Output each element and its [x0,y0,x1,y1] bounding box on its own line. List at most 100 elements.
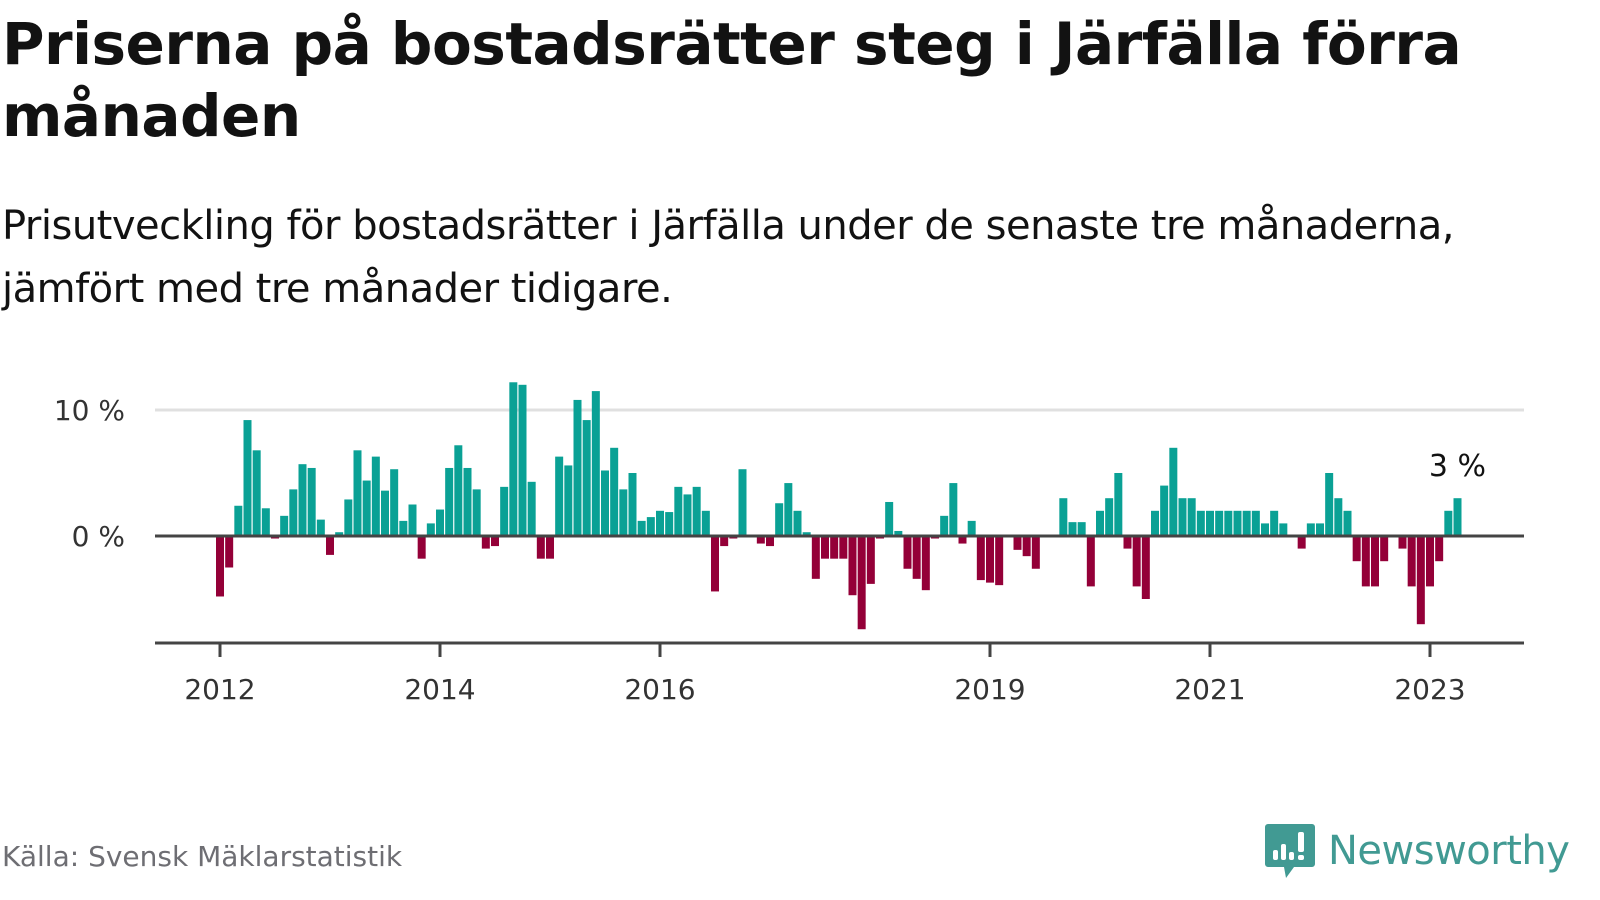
bar [1187,498,1196,536]
bar [967,520,976,536]
bar [1022,536,1031,557]
bar [646,517,655,536]
bar [1453,498,1462,536]
bar [399,520,408,536]
bar [775,503,784,536]
bar [216,536,224,597]
bar [958,536,967,544]
bar [1068,522,1077,536]
bar [1334,498,1343,536]
bar [921,536,930,591]
bar [225,536,234,568]
bar [1160,485,1169,536]
bar [280,515,289,536]
bar [1444,510,1453,536]
bar [940,515,949,536]
bar [1251,510,1260,536]
bar [591,391,600,536]
bar [784,483,793,536]
bar [1261,523,1269,536]
bar [711,536,719,592]
bar [1077,522,1086,536]
bar [1426,536,1434,587]
bar [1031,536,1040,569]
bar [976,536,985,581]
bar [674,486,683,536]
bar [316,519,325,536]
bar [601,470,609,536]
bar [1279,523,1288,536]
bar [619,489,628,536]
bar [500,486,509,536]
bar [426,523,435,536]
bar [390,469,399,536]
chart-title: Priserna på bostadsrätter steg i Järfäll… [2,10,1462,150]
bar [894,530,903,536]
labels: 0 % 10 % 2012 2014 2016 2019 2021 2023 3 % [54,394,1486,706]
bar [353,450,362,536]
bar [610,447,619,536]
x-tick-label: 2012 [184,673,255,706]
bar [738,469,747,536]
x-tick-label: 2021 [1174,673,1245,706]
axes [155,534,1524,657]
bars [216,382,1462,630]
bar [1297,536,1306,549]
bar [1105,498,1114,536]
bar [344,499,353,536]
bar [326,536,334,555]
bar [234,505,243,536]
bar [1435,536,1444,562]
bar [793,510,802,536]
bar [1123,536,1132,549]
x-tick-label: 2014 [404,673,475,706]
bar [564,465,573,536]
bar [445,467,454,536]
bar [912,536,921,579]
bar [848,536,857,596]
bar [573,399,582,536]
bar [1270,510,1279,536]
bar [1306,523,1315,536]
bar [830,536,839,559]
bar [811,536,820,579]
bar [1407,536,1416,587]
bar [1380,536,1389,562]
bar [472,489,481,536]
bar [527,481,536,536]
bar [866,536,875,584]
bar [1086,536,1095,587]
bar [582,420,591,536]
bar [1151,510,1159,536]
bar [720,536,729,547]
y-tick-label: 0 % [72,520,125,553]
bar [1178,498,1187,536]
bar [656,510,664,536]
bar [1013,536,1022,550]
bar [546,536,554,559]
bar [1352,536,1361,562]
bar [261,508,270,536]
bar [885,501,894,536]
bar [536,536,545,559]
bar [756,536,765,544]
bar [1242,510,1251,536]
bar [1169,447,1178,536]
bar [692,486,701,536]
bar [1132,536,1141,587]
bar [371,456,380,536]
bar [1224,510,1233,536]
bar [1325,473,1334,536]
bar [1059,498,1068,536]
source-note: Källa: Svensk Mäklarstatistik [2,840,403,873]
bar [555,456,564,536]
bar [362,480,371,536]
bar [518,384,527,536]
bar [252,450,261,536]
bar [857,536,866,630]
bar [509,382,518,536]
bar [408,504,417,536]
bar [683,494,692,536]
last-value-label: 3 % [1429,449,1486,484]
